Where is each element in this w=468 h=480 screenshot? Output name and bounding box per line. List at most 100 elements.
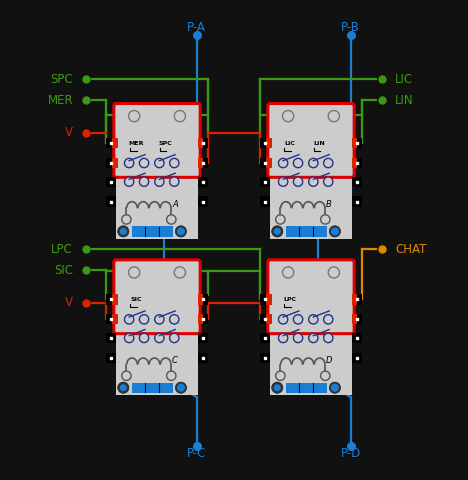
Circle shape (321, 371, 330, 381)
Bar (198, 138, 204, 148)
Bar (260, 353, 270, 363)
Circle shape (174, 110, 185, 122)
Bar (106, 196, 116, 207)
Bar (198, 353, 208, 363)
Circle shape (124, 158, 134, 168)
Bar (352, 333, 362, 343)
Circle shape (332, 385, 338, 391)
Bar (266, 138, 271, 148)
Circle shape (178, 384, 184, 391)
Circle shape (155, 158, 164, 168)
Circle shape (323, 333, 333, 343)
Circle shape (122, 215, 131, 224)
Circle shape (323, 315, 333, 324)
Text: D: D (326, 356, 332, 365)
Bar (260, 294, 270, 304)
Circle shape (328, 110, 339, 122)
Circle shape (293, 315, 303, 324)
Bar (352, 314, 358, 324)
Circle shape (174, 267, 185, 278)
Circle shape (321, 215, 330, 224)
Circle shape (332, 228, 338, 235)
Circle shape (276, 215, 285, 224)
Bar (352, 294, 358, 304)
Circle shape (124, 177, 134, 186)
Bar (198, 196, 208, 207)
Circle shape (283, 110, 294, 122)
Circle shape (139, 333, 149, 343)
Bar (352, 138, 362, 148)
Bar (352, 138, 358, 148)
Circle shape (117, 226, 129, 237)
Text: CHAT: CHAT (395, 243, 426, 256)
Circle shape (176, 226, 187, 237)
Circle shape (309, 177, 318, 186)
Circle shape (155, 315, 164, 324)
Bar (106, 353, 116, 363)
Text: P-B: P-B (341, 21, 360, 34)
Circle shape (323, 158, 333, 168)
Circle shape (272, 382, 283, 393)
Circle shape (293, 158, 303, 168)
FancyBboxPatch shape (116, 262, 198, 395)
Bar (198, 158, 204, 168)
Circle shape (155, 333, 164, 343)
Circle shape (167, 215, 176, 224)
Bar (260, 196, 270, 207)
Circle shape (278, 158, 288, 168)
Circle shape (278, 333, 288, 343)
Text: V: V (65, 297, 73, 310)
Circle shape (276, 371, 285, 381)
Circle shape (272, 226, 283, 237)
Bar (198, 314, 208, 324)
Bar (352, 196, 362, 207)
Circle shape (328, 267, 339, 278)
Text: P-C: P-C (187, 447, 206, 460)
Bar (285, 383, 327, 393)
Text: V: V (65, 126, 73, 139)
Text: MER: MER (47, 94, 73, 107)
Circle shape (169, 315, 179, 324)
Circle shape (176, 382, 187, 393)
Circle shape (293, 177, 303, 186)
Circle shape (129, 267, 140, 278)
Circle shape (332, 384, 338, 391)
Circle shape (129, 110, 140, 122)
FancyBboxPatch shape (114, 260, 200, 334)
Circle shape (139, 158, 149, 168)
Circle shape (139, 177, 149, 186)
Bar (112, 138, 117, 148)
FancyBboxPatch shape (270, 106, 352, 239)
Text: C: C (172, 356, 178, 365)
Bar (132, 383, 173, 393)
Bar (106, 333, 116, 343)
Circle shape (167, 371, 176, 381)
Bar (106, 158, 116, 168)
Text: LIN: LIN (395, 94, 414, 107)
Circle shape (178, 228, 184, 234)
Text: MER: MER (128, 141, 144, 145)
Bar (352, 158, 358, 168)
Text: LPC: LPC (51, 243, 73, 256)
Circle shape (309, 315, 318, 324)
Circle shape (169, 158, 179, 168)
Circle shape (155, 177, 164, 186)
Circle shape (169, 333, 179, 343)
Text: LIC: LIC (285, 141, 295, 145)
FancyBboxPatch shape (114, 104, 200, 177)
Circle shape (283, 267, 294, 278)
Circle shape (309, 158, 318, 168)
Bar (260, 177, 270, 187)
Bar (352, 158, 362, 168)
Circle shape (139, 315, 149, 324)
Circle shape (122, 371, 131, 381)
Text: SPC: SPC (51, 72, 73, 85)
Text: A: A (172, 200, 178, 209)
Circle shape (323, 177, 333, 186)
Circle shape (120, 385, 126, 391)
Circle shape (178, 228, 184, 235)
Circle shape (332, 228, 338, 234)
Circle shape (278, 177, 288, 186)
Bar (112, 294, 117, 304)
Bar (198, 294, 208, 304)
